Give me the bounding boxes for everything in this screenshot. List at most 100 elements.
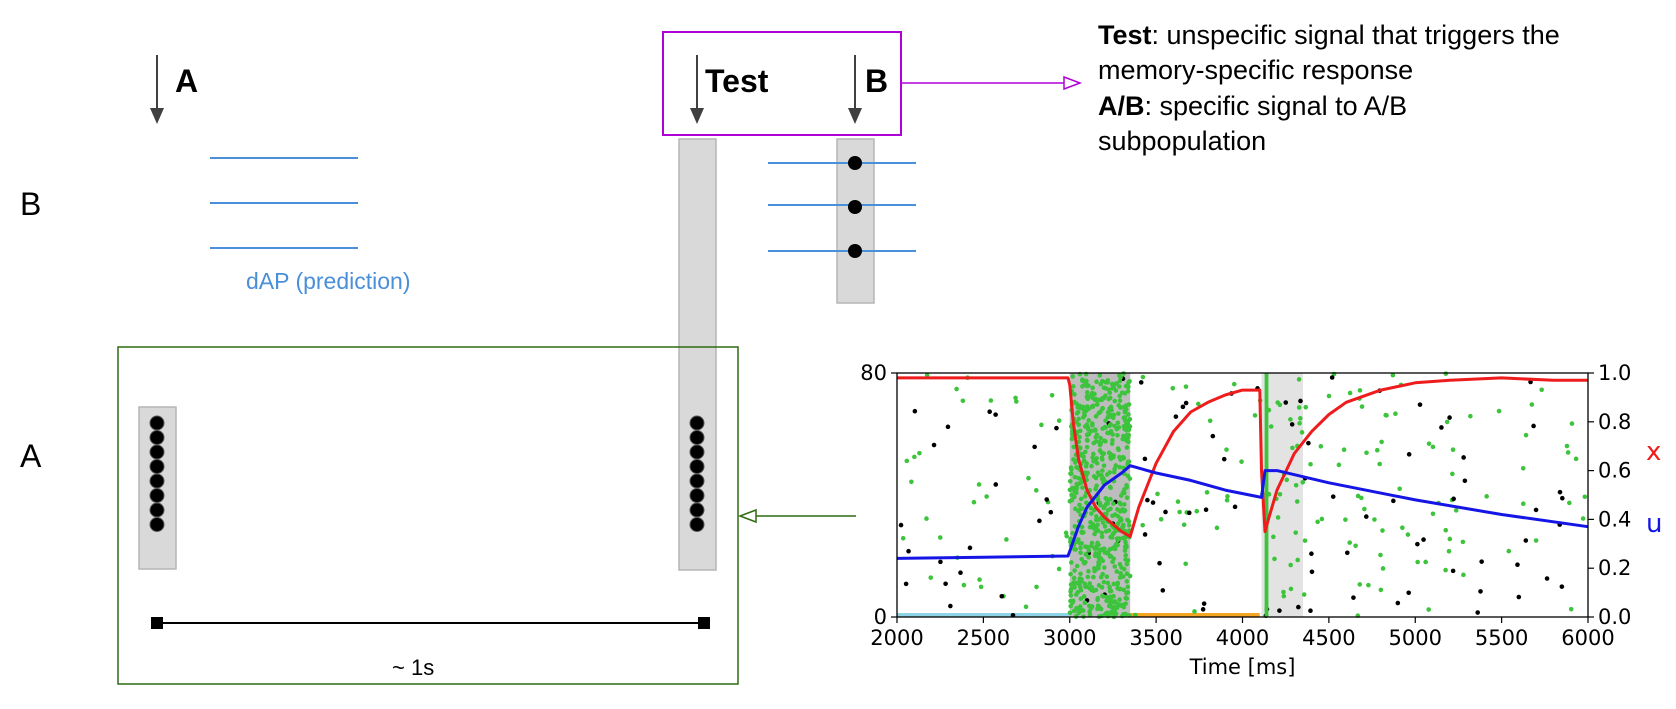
raster-dot	[1125, 388, 1131, 394]
raster-dot	[1104, 610, 1110, 616]
raster-dot	[1126, 523, 1132, 528]
raster-dot	[1056, 566, 1062, 572]
raster-dot	[1075, 607, 1081, 612]
down-arrow-icon	[150, 108, 164, 124]
x-tick-label: 2000	[870, 626, 923, 650]
raster-dot	[1341, 447, 1347, 453]
legend-pointer-arrow	[901, 75, 1083, 91]
raster-dot	[937, 535, 943, 540]
spike-dot	[149, 459, 165, 474]
raster-dot	[1140, 374, 1146, 380]
raster-dot	[1183, 561, 1188, 567]
raster-dot	[1303, 404, 1309, 410]
raster-dot	[1069, 436, 1075, 442]
raster-dot	[1091, 474, 1097, 479]
raster-dot	[1380, 528, 1385, 533]
raster-dot	[1084, 444, 1090, 450]
raster-dot	[1078, 571, 1083, 577]
raster-dot	[1560, 495, 1565, 501]
raster-dot	[1460, 539, 1466, 545]
raster-dot	[1078, 545, 1083, 551]
raster-dot	[1183, 400, 1189, 406]
raster-dot	[1195, 401, 1201, 407]
raster-dot	[1095, 497, 1101, 502]
a-spikes-left	[149, 415, 165, 532]
x-tick-label: 6000	[1561, 626, 1614, 650]
raster-dot	[1126, 402, 1132, 407]
spike-dot	[689, 473, 705, 489]
raster-dot	[1329, 375, 1335, 380]
raster-dot	[1478, 589, 1483, 594]
raster-dot	[1380, 566, 1386, 571]
raster-dot	[1127, 416, 1133, 422]
raster-dot	[1105, 508, 1111, 513]
spike-dot	[689, 502, 705, 518]
raster-dot	[1423, 559, 1428, 565]
raster-dot	[1108, 496, 1113, 502]
raster-dot	[1559, 584, 1565, 589]
raster-dot	[1072, 523, 1078, 529]
raster-dot	[1225, 494, 1230, 499]
raster-dot	[1362, 506, 1367, 512]
raster-dot	[1298, 416, 1303, 421]
raster-dot	[1114, 541, 1120, 547]
raster-dot	[1096, 583, 1102, 588]
raster-dot	[1094, 514, 1099, 519]
raster-dot	[1074, 539, 1079, 545]
raster-dot	[1117, 398, 1123, 403]
raster-dot	[1155, 491, 1160, 497]
raster-dot	[1533, 538, 1539, 543]
raster-dot	[1390, 372, 1396, 378]
raster-dot	[1106, 603, 1112, 609]
raster-dot	[1074, 482, 1080, 487]
raster-dot	[1023, 604, 1029, 610]
raster-dot	[1203, 507, 1209, 512]
raster-dot	[1101, 385, 1107, 391]
raster-dot	[1430, 511, 1436, 517]
raster-dot	[1344, 550, 1350, 556]
raster-dot	[1117, 602, 1122, 607]
spike-dot	[149, 502, 165, 518]
duration-label: ~ 1s	[392, 655, 434, 680]
raster-dot	[1374, 447, 1380, 453]
raster-dot	[1079, 541, 1084, 546]
raster-dot	[1096, 562, 1102, 567]
raster-dot	[1523, 538, 1529, 543]
raster-dot	[1116, 411, 1121, 416]
raster-dot	[1090, 403, 1096, 409]
raster-dot	[1048, 509, 1054, 515]
raster-dot	[1092, 428, 1098, 433]
raster-dot	[1107, 584, 1112, 590]
raster-dot	[1108, 422, 1113, 427]
raster-dot	[1110, 437, 1115, 443]
row-label-b: B	[20, 186, 41, 222]
raster-dot	[1101, 463, 1107, 468]
raster-dot	[1079, 524, 1085, 530]
raster-dot	[1111, 599, 1117, 605]
y-tick-label-right: 1.0	[1598, 361, 1631, 385]
raster-dot	[1127, 476, 1133, 481]
raster-dot	[1063, 530, 1069, 536]
raster-dot	[1112, 398, 1118, 404]
raster-dot	[1072, 585, 1077, 590]
raster-dot	[1347, 390, 1353, 396]
raster-dot	[1083, 464, 1089, 469]
raster-dot	[1124, 424, 1129, 429]
raster-dot	[1074, 563, 1080, 569]
raster-dot	[1078, 550, 1083, 556]
raster-dot	[1073, 506, 1078, 512]
raster-dot	[1533, 507, 1539, 513]
raster-dot	[1109, 441, 1115, 446]
raster-dot	[1122, 418, 1128, 423]
raster-dot	[1391, 498, 1396, 504]
raster-dot	[1037, 518, 1042, 524]
raster-dot	[1421, 537, 1426, 542]
raster-dot	[1224, 447, 1229, 452]
raster-dot	[1140, 522, 1145, 528]
y-tick-label-right: 0.0	[1598, 605, 1631, 629]
raster-dot	[1089, 511, 1094, 516]
raster-dot	[1110, 546, 1115, 551]
raster-dot	[1090, 455, 1095, 460]
spike-dot	[149, 444, 165, 460]
raster-dot	[1105, 430, 1110, 436]
